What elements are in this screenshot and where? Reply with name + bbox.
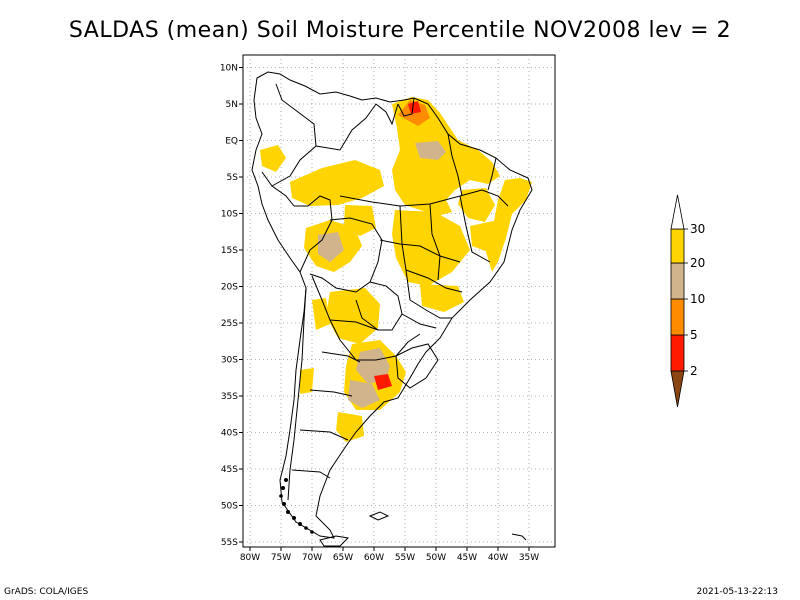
border-paraguay	[355, 281, 403, 331]
border-ecuador	[261, 171, 295, 207]
lon-tick-label: 65W	[333, 553, 353, 563]
shade-region	[420, 284, 464, 312]
island	[511, 533, 527, 541]
legend-swatch	[670, 228, 685, 264]
province-border	[321, 351, 361, 363]
border-suriname	[397, 97, 415, 117]
lon-tick-label: 45W	[457, 553, 477, 563]
footer-credit: GrADS: COLA/IGES	[4, 587, 89, 597]
lon-tick-label: 55W	[395, 553, 415, 563]
legend-swatch	[670, 334, 685, 372]
lat-tick-label: EQ	[225, 137, 238, 147]
state-border	[487, 157, 497, 191]
shade-region	[260, 145, 286, 172]
state-border	[481, 189, 509, 207]
province-border	[299, 429, 349, 441]
tierra-del-fuego	[319, 535, 350, 547]
shade-region	[348, 380, 380, 408]
province-border	[329, 319, 379, 331]
shade-region	[336, 412, 364, 442]
legend-swatch-below-2	[670, 370, 685, 408]
shade-region	[458, 188, 495, 222]
coastline	[251, 71, 533, 547]
lat-tick-label: 5S	[227, 173, 239, 183]
shade-region	[312, 298, 330, 330]
lat-tick-label: 35S	[221, 392, 238, 402]
lat-tick-label: 30S	[221, 356, 238, 366]
lon-tick-label: 40W	[488, 553, 508, 563]
shade-region	[326, 288, 380, 344]
shade-region	[486, 178, 532, 272]
soil-moisture-shading	[260, 97, 532, 442]
lat-tick-label: 15S	[221, 246, 238, 256]
lon-tick-label: 35W	[519, 553, 539, 563]
state-border	[429, 203, 441, 281]
legend-label: 10	[690, 292, 705, 306]
border-peru	[294, 195, 333, 273]
state-border	[379, 239, 461, 263]
map-title: SALDAS (mean) Soil Moisture Percentile N…	[68, 18, 732, 43]
shade-region	[470, 220, 502, 252]
lat-tick-label: 40S	[221, 429, 238, 439]
legend-swatch	[670, 298, 685, 336]
state-border	[401, 313, 437, 329]
footer-timestamp: 2021-05-13-22:13	[696, 587, 779, 597]
lat-tick-label: 55S	[221, 538, 238, 548]
shade-region	[415, 141, 446, 160]
lat-tick-label: 20S	[221, 283, 238, 293]
border-uruguay	[395, 343, 439, 389]
lon-tick-label: 50W	[426, 553, 446, 563]
state-border	[405, 269, 463, 293]
shade-region	[392, 210, 470, 286]
lat-tick-label: 5N	[226, 100, 238, 110]
lat-tick-label: 25S	[221, 319, 238, 329]
lat-tick-label: 10N	[220, 64, 238, 74]
lat-tick-label: 50S	[221, 502, 238, 512]
state-border	[447, 133, 463, 197]
province-border	[309, 389, 353, 397]
legend-swatch	[670, 262, 685, 300]
legend-label: 5	[690, 328, 698, 342]
border-guyana	[375, 103, 399, 126]
lat-tick-label: 45S	[221, 465, 238, 475]
shade-region	[290, 160, 384, 206]
lon-tick-label: 60W	[364, 553, 384, 563]
legend-label: 30	[690, 222, 705, 236]
falkland-islands	[368, 511, 390, 521]
shade-region	[374, 374, 392, 390]
border-colombia	[271, 83, 317, 187]
state-border	[339, 189, 483, 207]
border-bolivia	[309, 217, 383, 293]
chile-fjords	[279, 478, 314, 534]
shade-region	[408, 101, 421, 114]
shade-region	[318, 232, 344, 262]
lat-tick-label: 10S	[221, 210, 238, 220]
color-legend: 2 5 10 20 30	[670, 194, 705, 408]
legend-label: 20	[690, 256, 705, 270]
lon-tick-label: 70W	[302, 553, 322, 563]
state-border	[399, 205, 411, 301]
shade-region	[392, 97, 500, 216]
shade-region	[300, 368, 314, 394]
legend-swatch-above-30	[670, 194, 685, 230]
continent-outline	[251, 71, 533, 539]
legend-label: 2	[690, 364, 698, 378]
state-border	[459, 195, 491, 263]
province-border	[291, 469, 331, 479]
border-chile	[287, 287, 307, 501]
border-venezuela	[315, 103, 377, 151]
lon-tick-label: 75W	[271, 553, 291, 563]
state-border	[409, 299, 452, 319]
lon-tick-label: 80W	[240, 553, 260, 563]
